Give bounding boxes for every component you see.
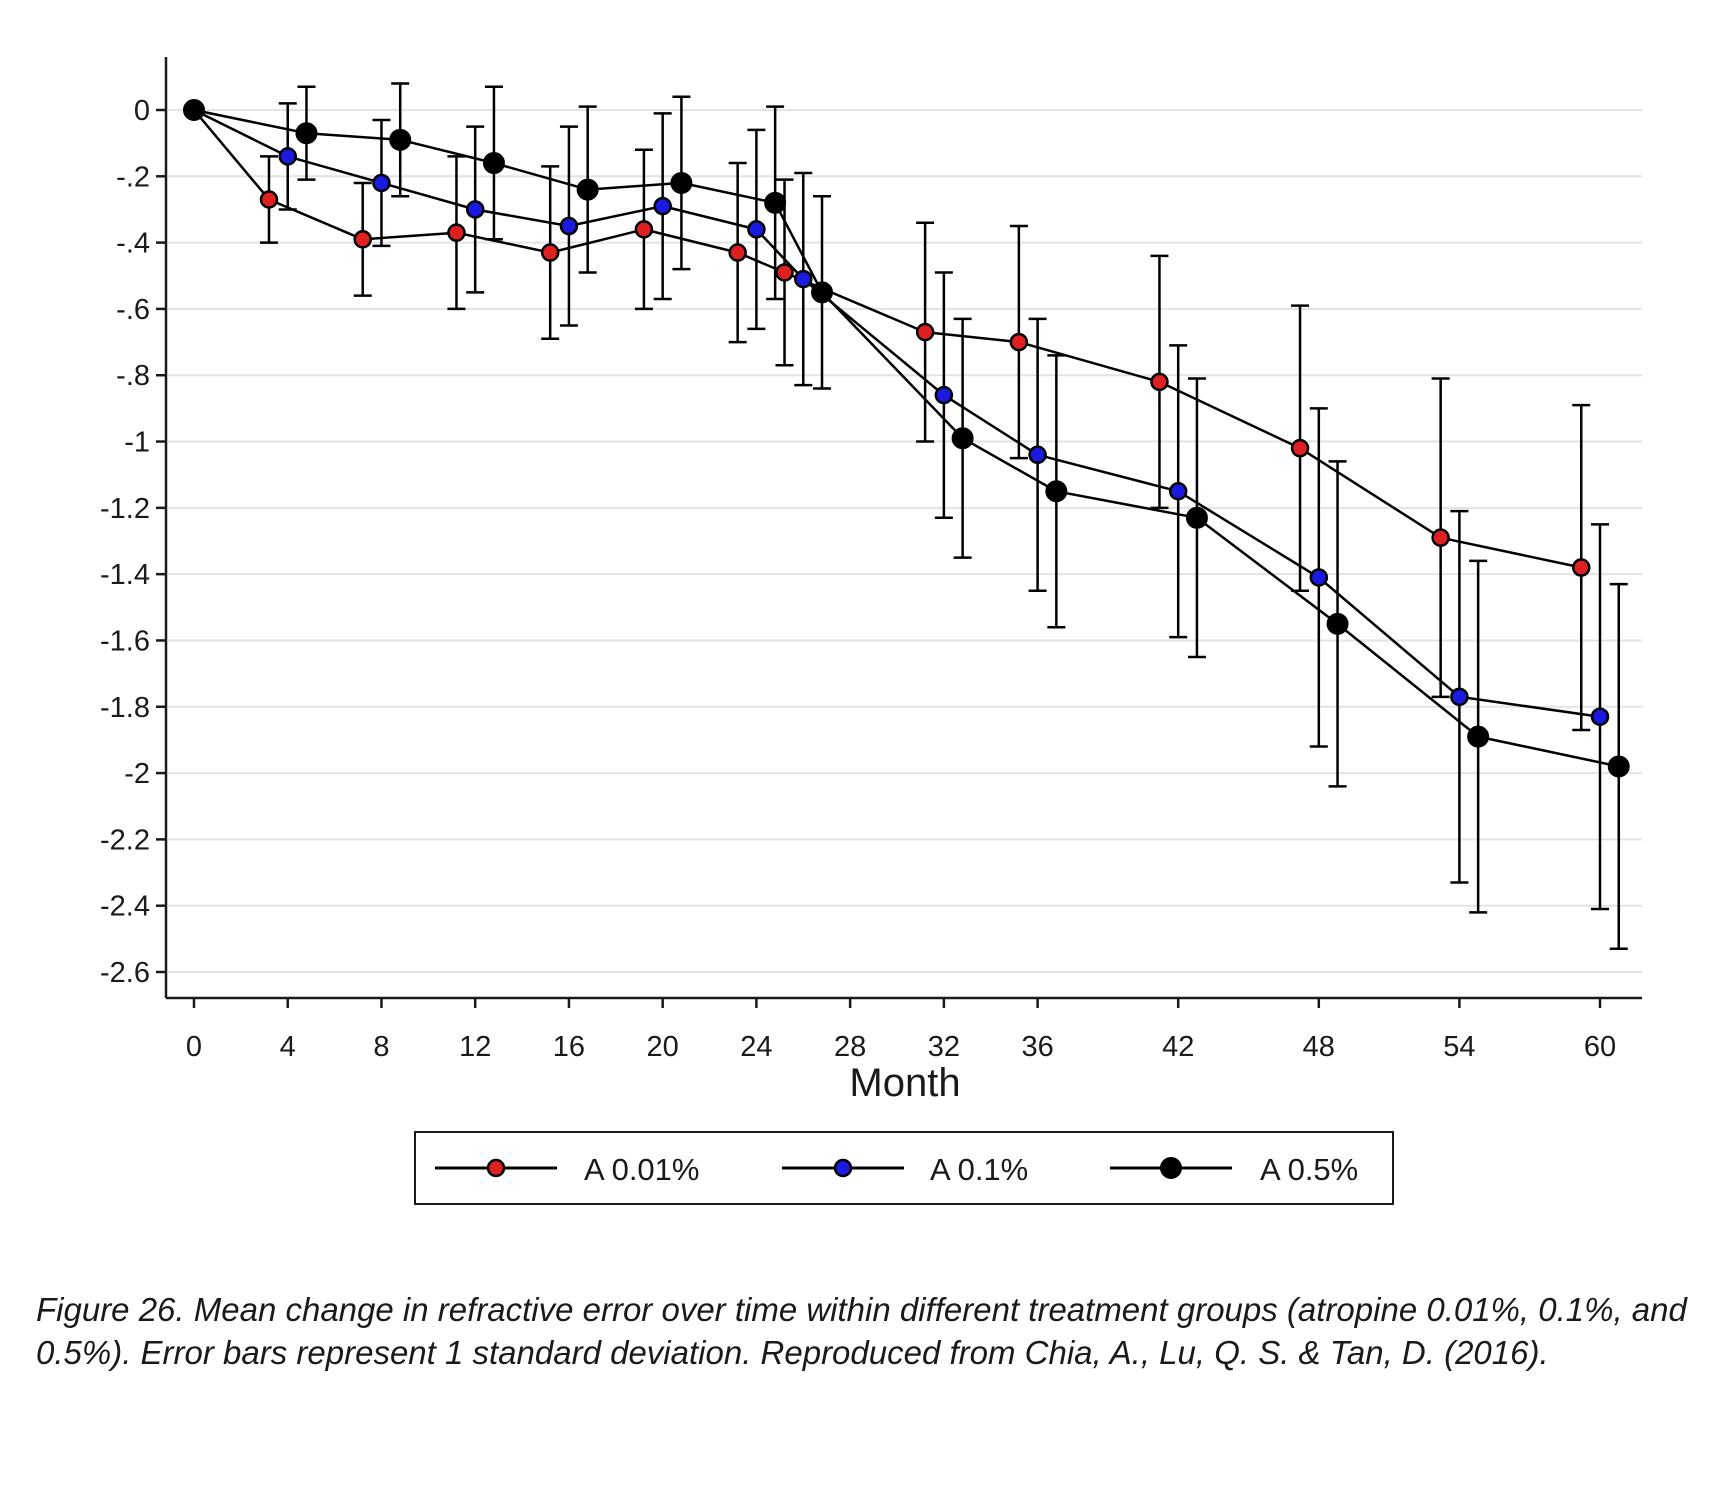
data-point-a05 (1467, 725, 1490, 748)
y-tick-label: -2.6 (100, 957, 150, 989)
x-tick-label: 12 (459, 1031, 491, 1063)
data-point-a001 (634, 220, 654, 239)
legend-item-a05: A 0.5% (1110, 1152, 1358, 1187)
data-point-a001 (1572, 558, 1591, 577)
legend-marker-a001 (486, 1158, 506, 1178)
x-tick-label: 16 (553, 1031, 585, 1063)
data-point-a01 (465, 200, 485, 219)
y-tick-label: -1.4 (100, 559, 150, 591)
data-point-a001 (447, 223, 466, 242)
x-tick-label: 4 (280, 1031, 296, 1063)
data-point-a05 (576, 178, 599, 201)
series-a001 (193, 109, 1591, 732)
plot-area (183, 82, 1630, 951)
y-tick-label: -1 (124, 427, 150, 459)
data-point-a001 (1009, 332, 1029, 352)
x-tick-label: 60 (1584, 1031, 1616, 1063)
data-point-a05 (951, 427, 974, 450)
x-tick-label: 28 (834, 1031, 866, 1063)
legend: A 0.01% A 0.1% A 0.5% (414, 1131, 1394, 1205)
y-tick-label: -1.2 (100, 493, 150, 525)
y-tick-label: -1.8 (100, 692, 150, 724)
data-point-a05 (295, 122, 318, 145)
data-point-a001 (259, 190, 279, 209)
y-tick-label: -.8 (116, 360, 150, 392)
data-point-a05 (389, 128, 412, 151)
data-point-a001 (915, 322, 935, 342)
data-point-a05 (764, 191, 787, 214)
data-point-a01 (934, 385, 954, 405)
y-tick-label: -2.4 (100, 891, 150, 923)
series-line-a001 (193, 109, 1582, 569)
y-axis-ticks: 0 -.2 -.4 -.6 -.8 -1 -1.2 -1.4 -1.6 -1.8 -2 -2.2 -2.… (100, 95, 166, 989)
gridlines (168, 109, 1642, 973)
data-point-a05 (482, 152, 505, 175)
y-tick-label: -.2 (116, 161, 150, 193)
data-point-a001 (1290, 438, 1310, 458)
data-point-a001 (353, 230, 372, 249)
x-tick-label: 20 (647, 1031, 679, 1063)
y-tick-label: -2 (124, 758, 150, 790)
data-point-a01 (1450, 687, 1469, 707)
axes (164, 57, 1642, 1000)
x-tick-label: 48 (1303, 1031, 1335, 1063)
data-point-a001 (728, 243, 747, 262)
x-tick-label: 24 (740, 1031, 772, 1063)
data-point-a05 (670, 171, 693, 194)
data-point-a01 (653, 196, 672, 216)
y-tick-label: -2.2 (100, 824, 150, 856)
data-point-a05 (1045, 480, 1068, 503)
series-a05 (193, 82, 1628, 951)
data-point-a01 (1590, 707, 1610, 726)
y-tick-label: -.4 (116, 228, 150, 260)
data-point-a05 (1326, 612, 1349, 635)
figure-caption: Figure 26. Mean change in refractive err… (36, 1291, 1687, 1371)
y-tick-label: -1.6 (100, 625, 150, 657)
x-tick-label: 54 (1443, 1031, 1475, 1063)
data-point-a001 (775, 263, 794, 282)
legend-marker-a05 (1160, 1157, 1182, 1179)
x-tick-label: 32 (928, 1031, 960, 1063)
data-point-a01 (559, 216, 579, 236)
legend-label-a01: A 0.1% (930, 1152, 1028, 1187)
data-point-a01 (278, 147, 297, 166)
series-line-a05 (193, 108, 1619, 768)
data-point-a01 (1028, 445, 1047, 465)
data-point-a05 (1185, 506, 1208, 529)
legend-item-a001: A 0.01% (435, 1152, 699, 1187)
x-tick-label: 42 (1162, 1031, 1194, 1063)
x-axis-ticks: 0 4 8 12 16 20 24 28 32 36 42 48 54 60 (186, 998, 1616, 1063)
data-point-a001 (540, 243, 560, 262)
data-point-a05 (183, 99, 205, 121)
legend-label-a05: A 0.5% (1260, 1152, 1358, 1187)
x-axis-title: Month (849, 1061, 960, 1105)
legend-label-a001: A 0.01% (584, 1152, 699, 1187)
data-point-a01 (794, 269, 813, 289)
legend-item-a01: A 0.1% (782, 1152, 1028, 1187)
data-point-a01 (1309, 568, 1329, 587)
x-tick-label: 8 (373, 1031, 389, 1063)
y-tick-label: -.6 (116, 294, 150, 326)
data-point-a05 (811, 281, 834, 304)
data-point-a001 (1150, 372, 1169, 392)
data-point-a01 (372, 173, 391, 193)
y-tick-label: 0 (134, 95, 150, 127)
legend-marker-a01 (833, 1158, 853, 1178)
x-tick-label: 36 (1021, 1031, 1053, 1063)
data-point-a05 (1607, 755, 1630, 778)
series-line-a01 (193, 108, 1601, 718)
data-point-a001 (1431, 528, 1450, 547)
series-a01 (193, 102, 1609, 911)
data-point-a01 (1168, 482, 1188, 501)
data-point-a01 (747, 220, 766, 239)
x-tick-label: 0 (186, 1031, 202, 1063)
